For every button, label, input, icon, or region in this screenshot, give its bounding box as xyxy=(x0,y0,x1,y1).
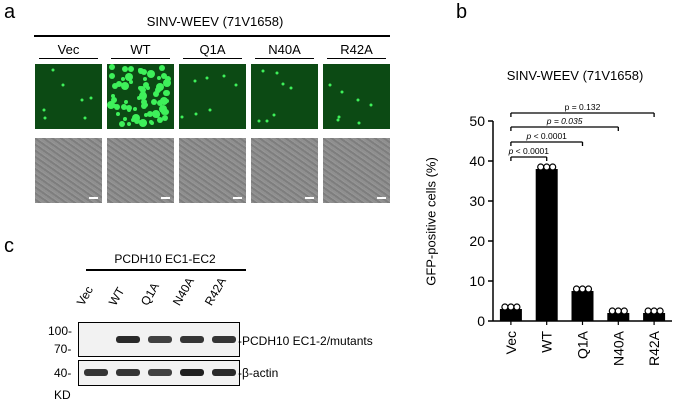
column-underline-wt xyxy=(111,58,170,59)
data-point-wt-0 xyxy=(537,163,545,171)
gfp-cells xyxy=(328,83,373,125)
construct-title: PCDH10 EC1-EC2 xyxy=(114,252,216,266)
brightfield-image-vec xyxy=(35,138,102,203)
gfp-cells xyxy=(107,64,171,127)
panel-b-letter: b xyxy=(456,1,468,23)
p-value-label-n40a: p = 0.035 xyxy=(546,116,583,126)
y-tick-label-0: 0 xyxy=(477,313,485,329)
band-bottom-vec xyxy=(84,369,108,376)
band-bottom-n40a xyxy=(180,369,204,376)
gfp-image-vec xyxy=(35,64,102,129)
scale-bar xyxy=(89,197,98,199)
mw-marker-40: 40- xyxy=(54,366,72,380)
p-value-label-r42a: p = 0.132 xyxy=(565,102,601,112)
band-top-wt xyxy=(116,336,140,343)
data-point-r42a-1 xyxy=(650,307,658,315)
band-top-q1a xyxy=(148,336,172,343)
mw-marker-70: 70- xyxy=(54,342,72,356)
band-label-top: -PCDH10 EC1-2/mutants xyxy=(238,334,373,348)
brightfield-image-wt xyxy=(107,138,174,203)
data-point-n40a-0 xyxy=(608,307,616,315)
x-tick-label-r42a: R42A xyxy=(646,330,662,366)
column-label-wt: WT xyxy=(130,42,151,57)
bar-n40a xyxy=(607,313,630,321)
band-label-bottom: -β-actin xyxy=(238,366,279,380)
data-point-r42a-0 xyxy=(644,307,652,315)
y-tick-label-40: 40 xyxy=(469,153,485,169)
column-label-q1a: Q1A xyxy=(199,42,226,57)
column-label-vec: Vec xyxy=(57,42,80,57)
y-tick-label-50: 50 xyxy=(469,113,485,129)
gfp-cells xyxy=(257,69,293,123)
band-top-n40a xyxy=(180,336,204,343)
x-tick-label-wt: WT xyxy=(539,331,555,353)
construct-underline xyxy=(86,269,246,271)
band-bottom-wt xyxy=(116,369,140,376)
column-underline-r42a xyxy=(327,58,386,59)
data-point-wt-1 xyxy=(543,163,551,171)
panel-a-virus-title: SINV-WEEV (71V1658) xyxy=(146,14,284,29)
band-bottom-r42a xyxy=(212,369,236,376)
band-top-r42a xyxy=(212,336,236,343)
column-underline-q1a xyxy=(183,58,242,59)
band-bottom-q1a xyxy=(148,369,172,376)
gfp-cells xyxy=(42,68,93,120)
p-value-label-q1a: p < 0.0001 xyxy=(525,131,567,141)
data-point-q1a-0 xyxy=(572,285,581,293)
data-point-n40a-2 xyxy=(620,307,628,315)
y-tick-label-30: 30 xyxy=(469,193,485,209)
panel-c-letter: c xyxy=(4,235,14,257)
data-point-vec-0 xyxy=(501,303,509,311)
y-tick-label-10: 10 xyxy=(469,273,485,289)
data-point-r42a-2 xyxy=(656,307,664,315)
column-underline-n40a xyxy=(255,58,314,59)
gfp-image-n40a xyxy=(251,64,318,129)
x-tick-label-vec: Vec xyxy=(503,331,519,354)
scale-bar xyxy=(305,197,314,199)
mw-unit: KD xyxy=(54,388,71,402)
bar-q1a xyxy=(571,291,594,321)
x-tick-label-n40a: N40A xyxy=(610,330,626,366)
x-tick-label-q1a: Q1A xyxy=(575,330,591,359)
y-tick-label-20: 20 xyxy=(469,233,485,249)
gfp-image-q1a xyxy=(179,64,246,129)
gfp-cells xyxy=(180,74,238,119)
bar-r42a xyxy=(643,313,666,321)
scale-bar xyxy=(161,197,170,199)
data-point-vec-2 xyxy=(513,303,521,311)
panel-a-letter: a xyxy=(4,1,16,23)
brightfield-image-q1a xyxy=(179,138,246,203)
scale-bar xyxy=(377,197,386,199)
chart-title: SINV-WEEV (71V1658) xyxy=(506,68,644,83)
data-point-n40a-1 xyxy=(614,307,622,315)
bar-vec xyxy=(499,309,522,321)
gfp-image-r42a xyxy=(323,64,390,129)
scale-bar xyxy=(233,197,242,199)
p-value-label-wt: p < 0.0001 xyxy=(508,146,550,156)
brightfield-image-r42a xyxy=(323,138,390,203)
data-point-wt-2 xyxy=(549,163,557,171)
bar-wt xyxy=(535,169,558,321)
gfp-image-wt xyxy=(107,64,174,129)
data-point-q1a-2 xyxy=(584,285,593,293)
brightfield-image-n40a xyxy=(251,138,318,203)
mw-marker-100: 100- xyxy=(48,324,73,338)
data-point-vec-1 xyxy=(507,303,515,311)
column-underline-vec xyxy=(39,58,98,59)
column-label-r42a: R42A xyxy=(340,42,373,57)
column-label-n40a: N40A xyxy=(268,42,301,57)
data-point-q1a-1 xyxy=(578,285,587,293)
panel-a-title-underline xyxy=(34,35,390,37)
